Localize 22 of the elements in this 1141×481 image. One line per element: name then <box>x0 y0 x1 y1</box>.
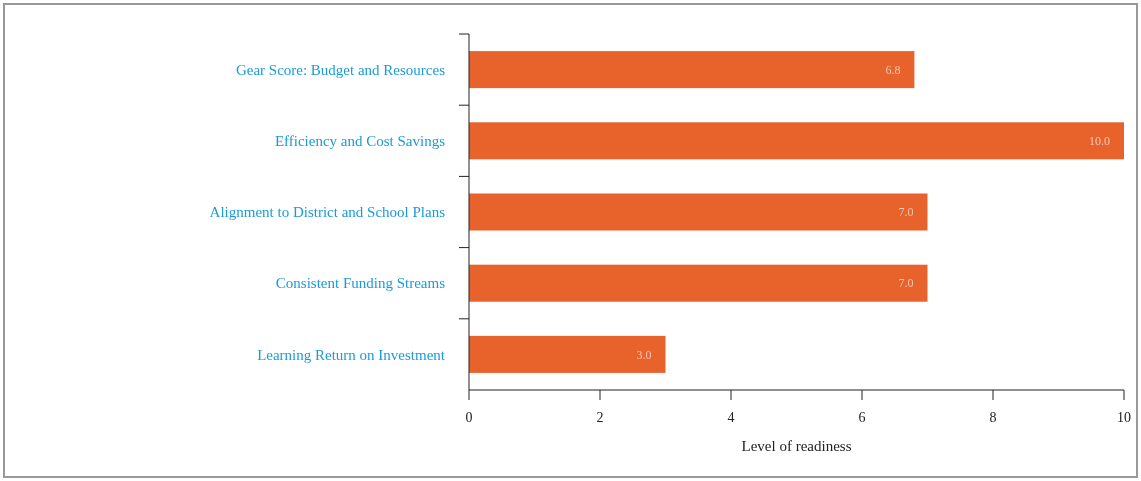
data-label: 10.0 <box>1089 134 1110 148</box>
y-tick-label: Efficiency and Cost Savings <box>274 133 446 150</box>
y-tick-label: Alignment to District and School Plans <box>209 204 446 221</box>
y-tick-label: Learning Return on Investment <box>257 346 446 363</box>
data-label: 7.0 <box>898 205 914 220</box>
x-tick-label: 0 <box>465 410 473 425</box>
x-axis-title: Level of readiness <box>741 438 852 454</box>
bar <box>469 264 928 302</box>
x-tick-label: 4 <box>727 410 735 425</box>
bar <box>469 51 915 89</box>
y-tick-label: Gear Score: Budget and Resources <box>235 61 446 78</box>
data-label: 7.0 <box>898 276 914 291</box>
bar <box>469 193 928 231</box>
x-tick-label: 10 <box>1117 410 1131 425</box>
bar <box>469 335 666 373</box>
data-label: 3.0 <box>636 347 652 362</box>
data-label: 6.8 <box>885 62 901 77</box>
x-tick-label: 8 <box>989 410 997 425</box>
y-tick-label: Consistent Funding Streams <box>275 275 446 292</box>
x-tick-label: 6 <box>858 410 866 425</box>
bar <box>469 122 1124 160</box>
x-tick-label: 2 <box>596 410 604 425</box>
